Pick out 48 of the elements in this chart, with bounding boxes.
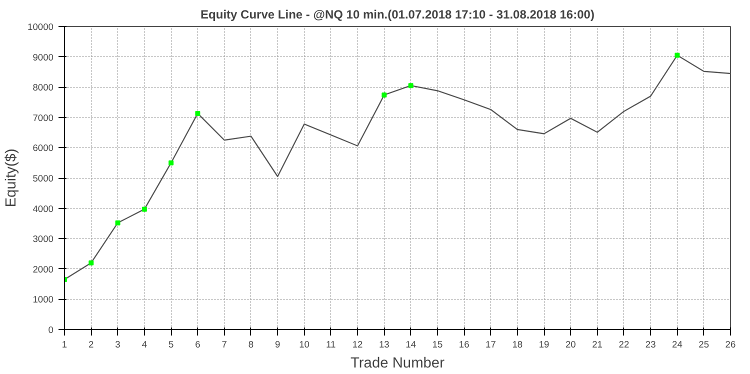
y-tick-label: 7000 — [32, 112, 54, 123]
y-tick-label: 2000 — [32, 264, 54, 274]
x-axis-title: Trade Number — [350, 356, 445, 372]
x-tick-label: 23 — [645, 340, 656, 350]
point — [382, 92, 387, 98]
x-tick-label: 1 — [62, 340, 68, 350]
x-tick-label: 8 — [248, 340, 254, 350]
point — [168, 160, 174, 166]
point — [674, 52, 680, 58]
x-tick-label: 15 — [432, 340, 443, 350]
point — [88, 260, 94, 266]
y-tick-label: 4000 — [32, 204, 54, 214]
x-tick-label: 25 — [698, 340, 710, 350]
x-tick-label: 13 — [378, 340, 390, 350]
y-tick-label: 0 — [48, 325, 54, 335]
y-tick-label: 10000 — [28, 22, 54, 32]
point — [115, 220, 120, 226]
x-tick-label: 16 — [458, 340, 470, 350]
x-tick-label: 22 — [618, 340, 630, 350]
y-tick-label: 6000 — [32, 143, 54, 154]
x-tick-label: 18 — [512, 340, 523, 350]
x-tick-label: 6 — [195, 340, 200, 350]
point — [195, 110, 200, 116]
point — [408, 83, 414, 88]
x-tick-label: 12 — [352, 340, 363, 350]
x-tick-label: 3 — [115, 340, 120, 350]
y-axis-title: Equity($) — [4, 148, 20, 208]
x-tick-label: 7 — [222, 340, 227, 350]
x-tick-label: 17 — [486, 340, 496, 350]
x-tick-label: 11 — [326, 340, 336, 350]
x-tick-label: 14 — [406, 340, 416, 350]
x-tick-label: 10 — [299, 340, 310, 350]
y-tick-label: 1000 — [32, 294, 54, 305]
x-tick-label: 4 — [142, 340, 148, 350]
y-tick-label: 3000 — [32, 234, 54, 244]
x-tick-label: 24 — [672, 340, 682, 350]
x-tick-label: 20 — [565, 340, 576, 350]
y-tick-label: 5000 — [32, 174, 54, 184]
point — [142, 206, 147, 212]
y-tick-label: 8000 — [32, 82, 54, 93]
x-tick-label: 19 — [538, 340, 550, 350]
y-tick-label: 9000 — [32, 52, 54, 62]
x-tick-label: 26 — [725, 340, 736, 350]
x-tick-label: 5 — [168, 340, 174, 350]
x-tick-label: 2 — [88, 340, 94, 350]
x-tick-label: 21 — [592, 340, 603, 350]
x-tick-label: 9 — [275, 340, 280, 350]
chart-title: Equity Curve Line - @NQ 10 min.(01.07.2018 17:10 - 31.08.2018 16:00) — [200, 8, 594, 22]
